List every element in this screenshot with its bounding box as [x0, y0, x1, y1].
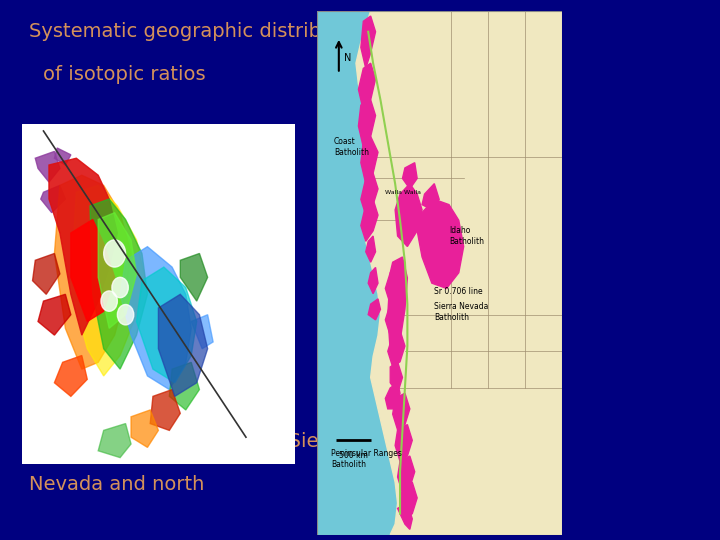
Polygon shape	[55, 355, 87, 396]
Polygon shape	[55, 148, 71, 165]
Polygon shape	[35, 151, 60, 182]
Polygon shape	[98, 213, 137, 328]
Text: N: N	[343, 53, 351, 63]
Polygon shape	[361, 173, 378, 215]
Polygon shape	[49, 158, 117, 335]
Polygon shape	[390, 362, 402, 393]
Polygon shape	[317, 11, 562, 535]
Polygon shape	[192, 315, 213, 349]
Text: Peninsular Ranges
Batholith: Peninsular Ranges Batholith	[331, 449, 402, 469]
Polygon shape	[368, 267, 378, 294]
Polygon shape	[395, 184, 422, 246]
Text: of isotopic ratios: of isotopic ratios	[43, 65, 206, 84]
Polygon shape	[402, 163, 417, 189]
Polygon shape	[90, 199, 148, 369]
Polygon shape	[180, 253, 207, 301]
Text: 500 km: 500 km	[339, 451, 368, 460]
Polygon shape	[55, 175, 131, 369]
Polygon shape	[395, 424, 413, 461]
Polygon shape	[397, 456, 415, 492]
Polygon shape	[120, 247, 192, 389]
Text: Systematic geographic distribution: Systematic geographic distribution	[29, 22, 370, 40]
Text: Idaho
Batholith: Idaho Batholith	[449, 226, 484, 246]
Polygon shape	[169, 362, 199, 410]
Polygon shape	[417, 199, 464, 288]
Polygon shape	[368, 299, 380, 320]
Polygon shape	[359, 100, 376, 147]
Text: Sr 0.706 line: Sr 0.706 line	[434, 287, 483, 296]
Polygon shape	[392, 393, 410, 430]
Polygon shape	[137, 267, 197, 383]
Polygon shape	[41, 185, 66, 213]
Polygon shape	[71, 185, 145, 376]
Text: Coast
Batholith: Coast Batholith	[334, 137, 369, 157]
Polygon shape	[361, 137, 378, 184]
Circle shape	[117, 305, 134, 325]
Polygon shape	[397, 503, 413, 529]
Polygon shape	[422, 184, 439, 210]
Circle shape	[101, 291, 117, 311]
Polygon shape	[150, 389, 180, 430]
Polygon shape	[71, 219, 114, 321]
Polygon shape	[32, 253, 60, 294]
Text: Sierra Nevada
Batholith: Sierra Nevada Batholith	[434, 302, 489, 322]
Polygon shape	[366, 236, 376, 262]
Polygon shape	[388, 330, 405, 367]
Circle shape	[104, 240, 125, 267]
Polygon shape	[361, 199, 378, 241]
Polygon shape	[38, 294, 71, 335]
Polygon shape	[400, 482, 417, 519]
Polygon shape	[385, 267, 402, 304]
Polygon shape	[98, 423, 131, 457]
Polygon shape	[385, 383, 400, 409]
Polygon shape	[385, 299, 402, 335]
Polygon shape	[388, 257, 408, 362]
Polygon shape	[131, 410, 158, 447]
Polygon shape	[22, 124, 295, 464]
Text: Nevada and north: Nevada and north	[29, 475, 204, 494]
Text: The 0.706 line through the Sierra: The 0.706 line through the Sierra	[22, 432, 346, 451]
Polygon shape	[359, 63, 376, 110]
Polygon shape	[356, 11, 562, 535]
Text: Walla Walla: Walla Walla	[385, 190, 421, 195]
Polygon shape	[361, 16, 376, 69]
Polygon shape	[158, 294, 207, 396]
Circle shape	[112, 277, 128, 298]
